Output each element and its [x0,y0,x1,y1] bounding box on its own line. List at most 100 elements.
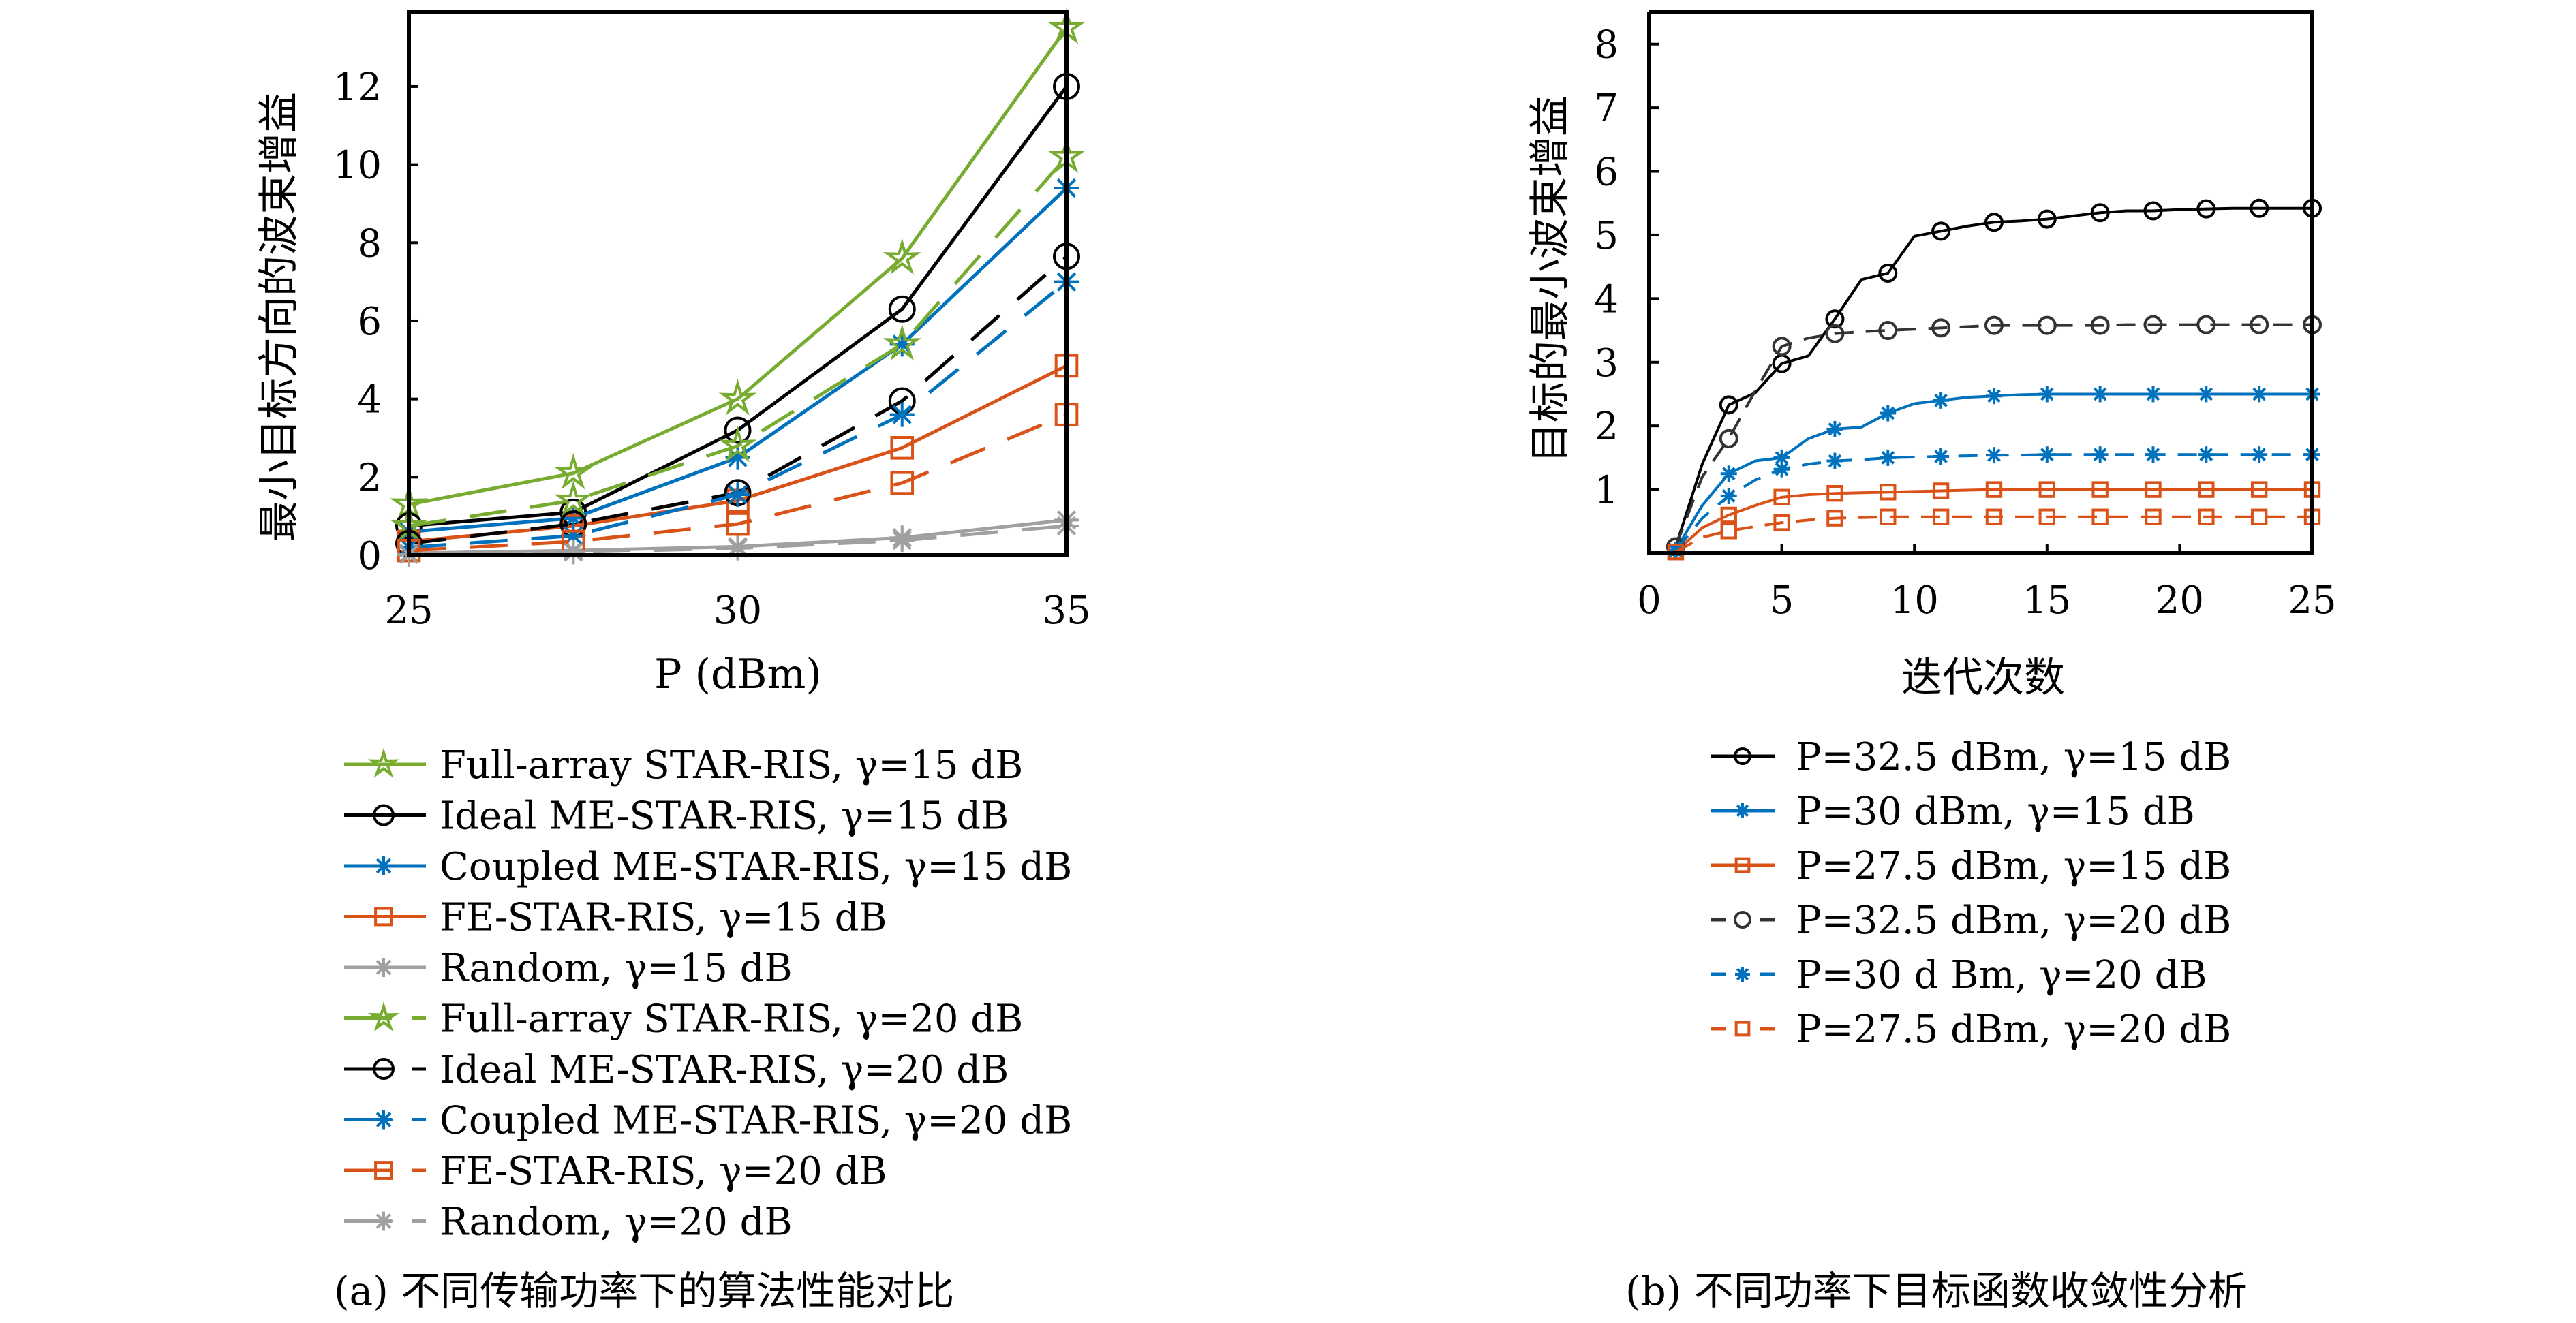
square-marker [1720,523,1737,540]
chart-b-caption: (b) 不同功率下目标函数收敛性分析 [1625,1268,2248,1314]
asterisk-marker [374,1110,393,1130]
circle-marker [888,295,916,323]
y-tick-label: 8 [357,221,382,266]
x-tick-label: 5 [1770,578,1794,623]
series-line [1667,481,2321,561]
data-point [2145,508,2162,525]
x-tick-label: 35 [1042,589,1090,633]
asterisk-marker [2091,386,2109,403]
chart-b: 目标的最小波束增益 迭代次数 0 5 10 15 20 25 1 2 3 4 5 6 7 8 P=32.5… [1527,10,2337,1314]
square-marker [374,907,393,927]
y-tick-label: 4 [1594,277,1619,322]
data-point [2038,508,2056,525]
data-point [889,402,915,427]
asterisk-marker [2145,386,2162,403]
series-line [1666,198,2322,557]
circle-marker [1734,747,1751,765]
circle-marker [2143,201,2163,221]
square-marker [890,436,915,460]
data-point [883,324,921,361]
circle-marker [2037,315,2057,335]
circle-marker [1878,321,1898,341]
legend-item: P=32.5 dBm, γ=15 dB [1711,735,2231,779]
legend-label: Ideal ME-STAR-RIS, γ=15 dB [440,794,1009,839]
series-line [397,269,1079,560]
star-marker [554,453,593,490]
asterisk-marker [2091,446,2109,463]
circle-marker [1719,429,1738,448]
circle-marker [2037,209,2057,229]
legend-item: FE-STAR-RIS, γ=20 dB [344,1149,887,1194]
data-point [890,471,915,495]
data-point [1880,484,1897,501]
square-marker [1880,508,1897,525]
square-marker [1773,514,1790,531]
circle-marker [2250,198,2269,218]
star-marker [554,480,593,517]
data-point [1773,514,1790,531]
asterisk-marker [889,528,915,553]
data-point [1880,449,1897,466]
legend-item: Ideal ME-STAR-RIS, γ=15 dB [344,794,1009,839]
circle-marker [1825,309,1845,329]
data-point [554,480,593,517]
circle-marker [1772,337,1792,356]
legend-label: FE-STAR-RIS, γ=15 dB [440,896,887,940]
y-tick-label: 4 [357,378,382,422]
data-point [2091,386,2109,403]
chart-a-legend: Full-array STAR-RIS, γ=15 dB Ideal ME-STA… [344,743,1072,1245]
data-point [1931,221,1951,241]
asterisk-marker [2038,386,2055,403]
data-point [2038,446,2055,463]
series-line [389,7,1086,521]
circle-marker [1931,318,1951,338]
series-path [408,27,1069,506]
asterisk-marker [2038,446,2055,463]
chart-a-y-axis-label: 最小目标方向的波束增益 [256,92,303,542]
legend-item: P=27.5 dBm, γ=15 dB [1711,844,2231,888]
circle-marker [2250,315,2269,334]
chart-a-caption: (a) 不同传输功率下的算法性能对比 [334,1268,954,1314]
data-point [1826,510,1843,527]
data-point [1932,508,1950,525]
data-point [724,416,752,444]
data-point [2091,446,2109,463]
data-point [1772,337,1792,356]
chart-b-series [1666,198,2322,561]
data-point [1826,420,1843,437]
series-path [408,155,1068,528]
square-marker [2145,508,2162,525]
square-marker [1932,508,1950,525]
series-path [408,413,1067,552]
y-tick-label: 10 [333,144,382,188]
data-point [889,528,915,553]
legend-label: Coupled ME-STAR-RIS, γ=20 dB [440,1099,1072,1143]
circle-marker [2090,315,2110,335]
chart-a-plot-frame [407,10,1069,557]
asterisk-marker [1826,452,1843,469]
x-tick-label: 20 [2156,578,2204,623]
asterisk-marker [1735,803,1750,818]
asterisk-marker [1720,465,1737,482]
square-marker [1985,508,2003,525]
square-marker [2198,481,2215,498]
circle-marker [2143,315,2163,334]
chart-a-series [389,7,1086,567]
legend-item: P=30 d Bm, γ=20 dB [1711,953,2207,997]
x-tick-label: 25 [384,589,433,633]
x-tick-label: 15 [2023,578,2071,623]
legend-label: P=30 d Bm, γ=20 dB [1796,953,2207,997]
asterisk-marker [1773,461,1790,478]
series-path [1674,206,2312,548]
data-point [2037,209,2057,229]
square-marker [2250,508,2268,525]
circle-marker [2196,315,2216,334]
data-point [1985,508,2003,525]
data-point [2145,386,2162,403]
circle-marker [1984,213,2004,232]
asterisk-marker [2198,446,2215,463]
chart-b-y-axis-label: 目标的最小波束增益 [1527,95,1574,463]
circle-marker [2090,203,2110,223]
asterisk-marker [1933,392,1950,409]
square-marker [2038,481,2056,498]
